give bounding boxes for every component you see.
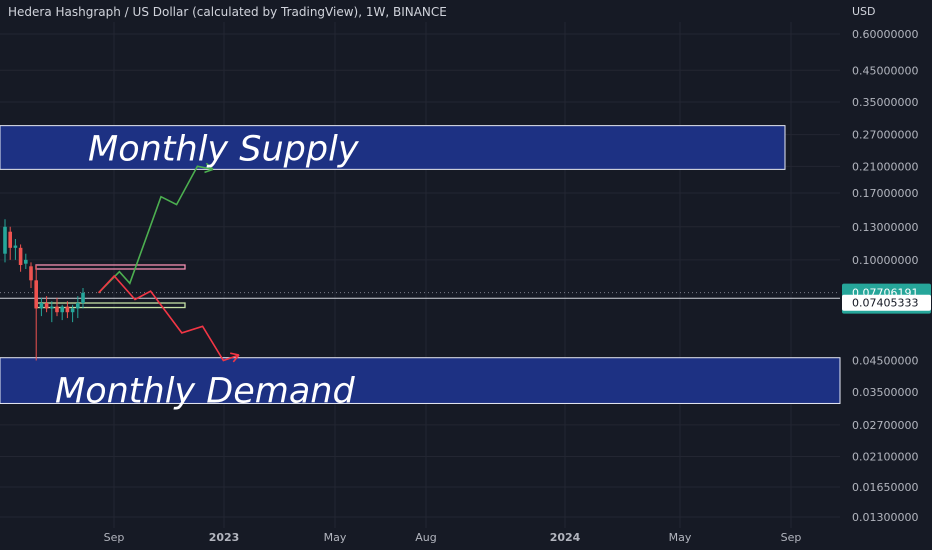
y-tick-label: 0.45000000 — [852, 64, 918, 77]
x-tick-label: Sep — [781, 531, 802, 544]
zone-label: Monthly Supply — [88, 130, 360, 170]
zone-box — [0, 125, 786, 170]
candle-body — [50, 306, 54, 309]
x-tick-label: Sep — [104, 531, 125, 544]
bearish-arrowhead — [230, 352, 240, 363]
zone-box — [0, 357, 841, 404]
candle-body — [8, 231, 12, 248]
y-tick-label: 0.02700000 — [852, 419, 918, 432]
candle-body — [76, 303, 80, 309]
bearish-path — [98, 274, 240, 362]
x-tick-label: Aug — [415, 531, 436, 544]
candle-body — [18, 247, 23, 265]
y-tick-label: 0.17000000 — [852, 187, 918, 200]
candle-body — [24, 259, 28, 264]
zone-label: Monthly Demand — [55, 372, 355, 412]
y-tick-label: 0.35000000 — [852, 96, 918, 109]
x-tick-label: May — [324, 531, 347, 544]
candle-body — [70, 308, 75, 313]
symbol-title: Hedera Hashgraph / US Dollar (calculated… — [8, 5, 447, 19]
level-box-resistance — [35, 264, 186, 270]
y-tick-label: 0.02100000 — [852, 451, 918, 464]
y-tick-label: 0.21000000 — [852, 160, 918, 173]
y-tick-label: 0.60000000 — [852, 28, 918, 41]
candle-body — [13, 245, 18, 248]
candle-body — [34, 280, 38, 309]
currency-label: USD — [852, 5, 876, 18]
candle-body — [55, 306, 59, 313]
y-tick-label: 0.27000000 — [852, 129, 918, 142]
x-tick-label: 2024 — [550, 531, 581, 544]
ref-price-label: 0.07405333 — [852, 297, 918, 310]
y-tick-label: 0.04500000 — [852, 354, 918, 367]
candle-body — [60, 306, 64, 313]
candle-body — [39, 303, 44, 309]
x-tick-label: 2023 — [209, 531, 240, 544]
bullish-path — [98, 165, 214, 294]
candle-body — [44, 303, 49, 309]
ref-price-badge — [842, 294, 931, 311]
candle-body — [29, 266, 33, 281]
y-tick-label: 0.01650000 — [852, 481, 918, 494]
bullish-arrowhead — [204, 162, 214, 174]
x-tick-label: May — [669, 531, 692, 544]
candle-body — [81, 292, 85, 304]
candle-body — [3, 226, 7, 254]
y-tick-label: 0.13000000 — [852, 221, 918, 234]
y-tick-label: 0.10000000 — [852, 254, 918, 267]
y-tick-label: 0.01300000 — [852, 511, 918, 524]
y-tick-label: 0.03500000 — [852, 386, 918, 399]
candle-body — [65, 306, 70, 313]
